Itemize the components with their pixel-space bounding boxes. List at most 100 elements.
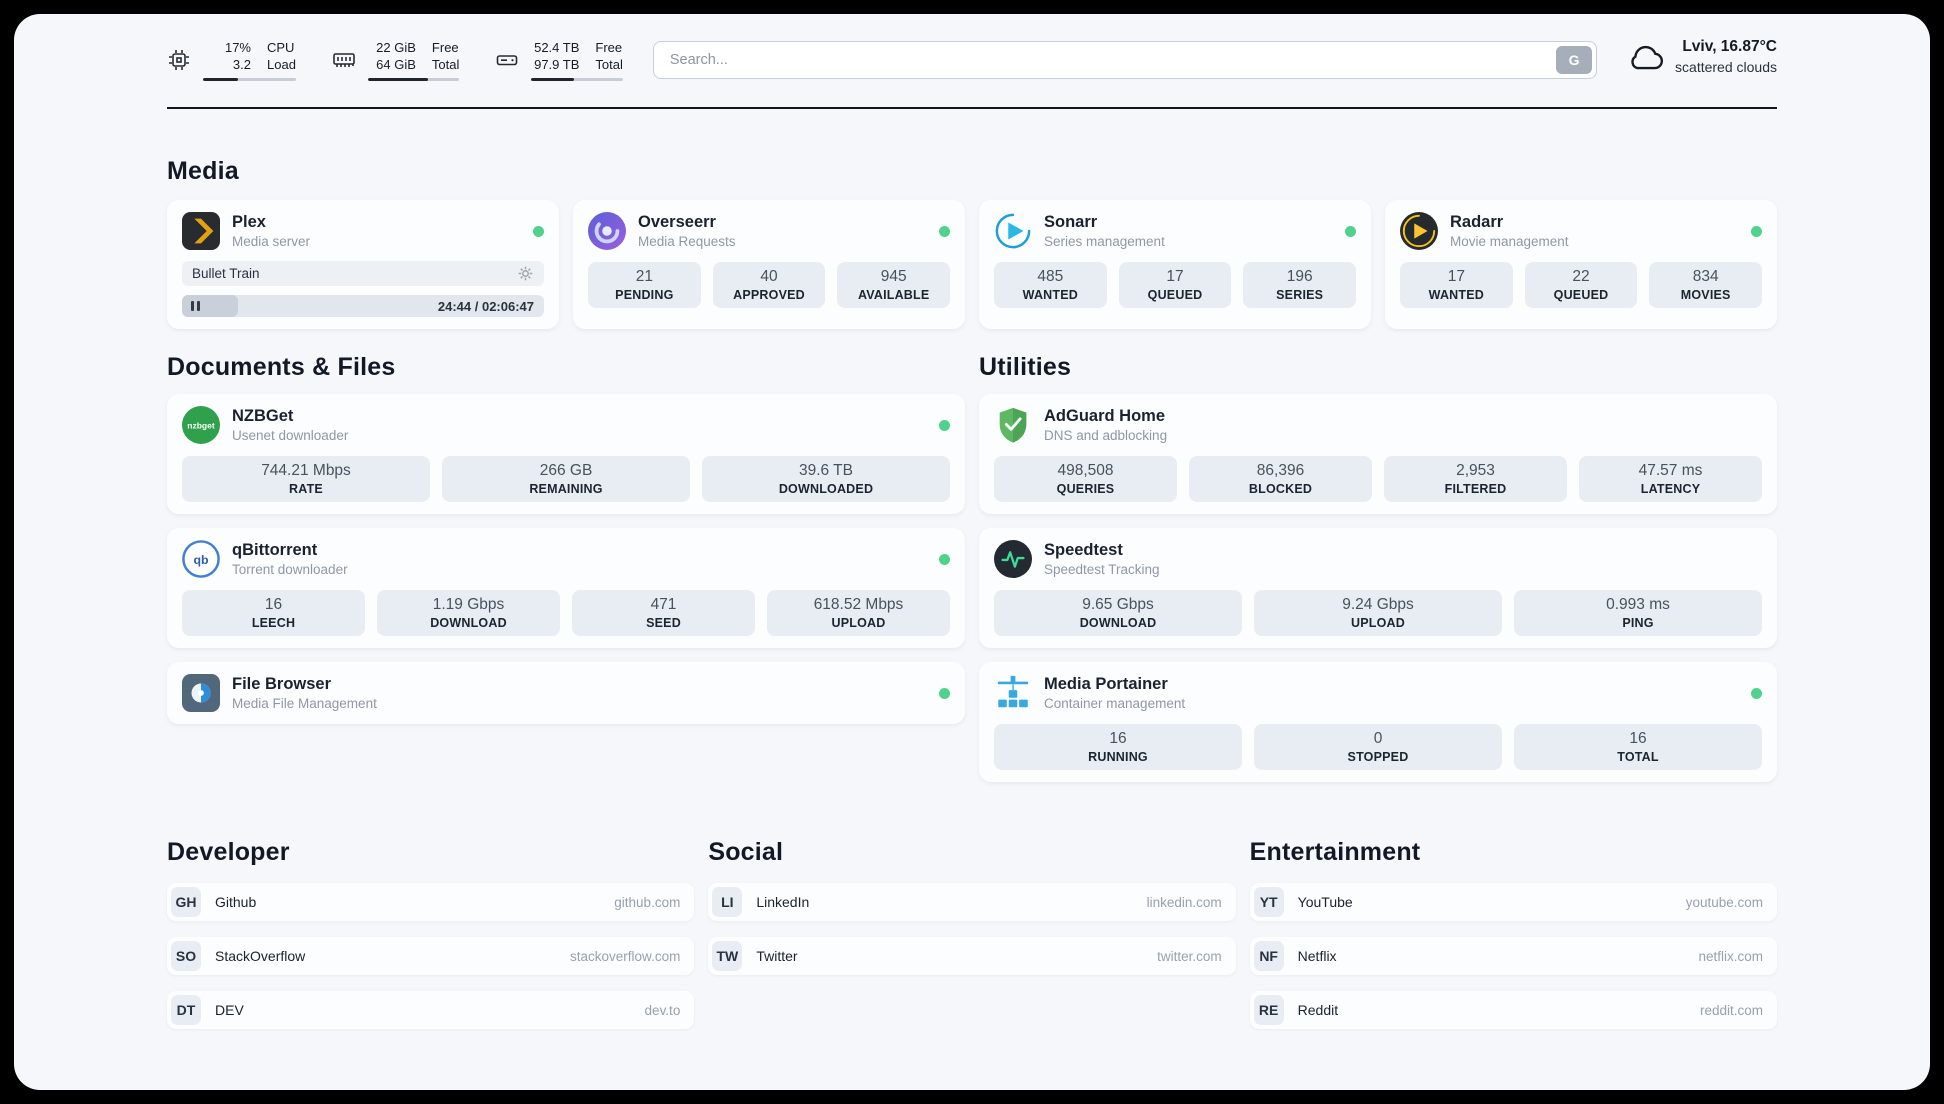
stat-value: 1.19 Gbps	[432, 596, 505, 613]
portainer-icon	[994, 674, 1032, 712]
documents-column: Documents & Files nzbget NZBGet Usenet d…	[167, 353, 965, 724]
svg-text:nzbget: nzbget	[187, 420, 215, 430]
stat-value: 834	[1692, 268, 1719, 285]
stat-box: 618.52 Mbps UPLOAD	[767, 590, 950, 636]
stat-value: 2,953	[1456, 462, 1495, 479]
stat-value: 9.65 Gbps	[1082, 596, 1154, 613]
bookmark-netflix[interactable]: NF Netflix netflix.com	[1249, 937, 1777, 975]
stat-box: 16 RUNNING	[994, 724, 1242, 770]
stat-box: 471 SEED	[572, 590, 755, 636]
service-subtitle: Media Requests	[638, 234, 736, 249]
status-online-dot	[1345, 225, 1356, 237]
stat-box: 498,508 QUERIES	[994, 456, 1177, 502]
plex-seek-bar[interactable]: 24:44 / 02:06:47	[182, 295, 544, 317]
bookmark-name: Netflix	[1297, 948, 1337, 964]
stat-value: 744.21 Mbps	[261, 462, 351, 479]
sonarr-icon	[994, 212, 1032, 250]
bookmark-domain: stackoverflow.com	[570, 948, 681, 964]
service-card-sonarr[interactable]: Sonarr Series management 485 WANTED 17 Q…	[979, 200, 1371, 329]
bookmark-abbr: LI	[712, 887, 743, 917]
bookmark-name: Twitter	[756, 948, 798, 964]
status-online-dot	[1751, 687, 1762, 699]
media-card-row: Plex Media server Bullet Train	[167, 200, 1777, 329]
stat-box: 834 MOVIES	[1649, 262, 1763, 308]
stat-value: 618.52 Mbps	[813, 596, 904, 613]
service-card-qbittorrent[interactable]: qb qBittorrent Torrent downloader 16	[167, 528, 965, 648]
status-online-dot	[1751, 225, 1762, 237]
search-provider-button[interactable]: G	[1556, 45, 1593, 74]
stat-value: 498,508	[1057, 462, 1114, 479]
bookmark-reddit[interactable]: RE Reddit reddit.com	[1249, 991, 1777, 1029]
bookmark-name: Reddit	[1297, 1002, 1339, 1018]
section-title-documents: Documents & Files	[167, 353, 396, 381]
service-card-nzbget[interactable]: nzbget NZBGet Usenet downloader 744.21 M…	[167, 394, 965, 514]
pause-button[interactable]	[182, 295, 238, 317]
social-column: Social LI LinkedIn linkedin.com TW Twitt…	[708, 838, 1236, 975]
stat-label: UPLOAD	[831, 616, 886, 630]
stat-label: APPROVED	[733, 288, 805, 302]
bookmark-domain: twitter.com	[1157, 948, 1222, 964]
stat-box: 47.57 ms LATENCY	[1579, 456, 1762, 502]
playback-time: 24:44 / 02:06:47	[437, 298, 534, 314]
service-card-adguard[interactable]: AdGuard Home DNS and adblocking 498,508 …	[979, 394, 1777, 514]
status-online-dot	[939, 225, 950, 237]
status-online-dot	[533, 225, 544, 237]
stat-label: AVAILABLE	[857, 288, 930, 302]
bookmark-abbr: GH	[171, 887, 201, 917]
service-card-filebrowser[interactable]: File Browser Media File Management	[167, 662, 965, 724]
cpu-usage-value: 17%	[224, 39, 251, 55]
service-subtitle: Movie management	[1450, 234, 1569, 249]
disk-total-label: Total	[595, 56, 623, 72]
section-title-developer: Developer	[167, 838, 290, 866]
bookmark-domain: youtube.com	[1685, 894, 1763, 910]
overseerr-icon	[588, 212, 626, 250]
service-card-radarr[interactable]: Radarr Movie management 17 WANTED 22 QUE…	[1385, 200, 1777, 329]
service-card-overseerr[interactable]: Overseerr Media Requests 21 PENDING 40 A…	[573, 200, 965, 329]
service-card-portainer[interactable]: Media Portainer Container management 16 …	[979, 662, 1777, 782]
bookmark-abbr: SO	[171, 941, 201, 971]
bookmark-domain: linkedin.com	[1146, 894, 1222, 910]
bookmark-stackoverflow[interactable]: SO StackOverflow stackoverflow.com	[167, 937, 695, 975]
stat-value: 22	[1572, 268, 1590, 285]
bookmark-youtube[interactable]: YT YouTube youtube.com	[1249, 883, 1777, 921]
section-title-media: Media	[167, 157, 239, 185]
bookmark-dev[interactable]: DT DEV dev.to	[167, 991, 695, 1029]
disk-free-label: Free	[595, 39, 623, 55]
stat-box: 39.6 TB DOWNLOADED	[702, 456, 950, 502]
bookmark-domain: netflix.com	[1698, 948, 1763, 964]
stat-label: SERIES	[1276, 288, 1324, 302]
stat-label: WANTED	[1428, 288, 1485, 302]
service-card-speedtest[interactable]: Speedtest Speedtest Tracking 9.65 Gbps D…	[979, 528, 1777, 648]
memory-total-value: 64 GiB	[376, 56, 416, 72]
service-name: Radarr	[1450, 213, 1504, 231]
top-bar: 17% 3.2 CPU Load	[167, 14, 1777, 81]
stat-box: 17 QUEUED	[1118, 262, 1232, 308]
status-online-dot	[939, 687, 950, 699]
bookmark-linkedin[interactable]: LI LinkedIn linkedin.com	[708, 883, 1236, 921]
plex-now-playing-row[interactable]: Bullet Train	[182, 261, 544, 286]
stat-value: 17	[1447, 268, 1465, 285]
service-subtitle: Speedtest Tracking	[1044, 562, 1160, 577]
stat-box: 0 STOPPED	[1254, 724, 1502, 770]
cpu-label: CPU	[267, 39, 295, 55]
stat-label: PING	[1622, 616, 1654, 630]
bookmark-twitter[interactable]: TW Twitter twitter.com	[708, 937, 1236, 975]
service-subtitle: Media File Management	[232, 696, 377, 711]
plex-icon	[182, 212, 220, 250]
bookmark-github[interactable]: GH Github github.com	[167, 883, 695, 921]
service-name: NZBGet	[232, 407, 294, 425]
gear-icon[interactable]	[517, 265, 534, 282]
service-card-plex[interactable]: Plex Media server Bullet Train	[167, 200, 559, 329]
service-subtitle: Container management	[1044, 696, 1186, 711]
weather-condition: scattered clouds	[1675, 59, 1777, 75]
stat-value: 9.24 Gbps	[1342, 596, 1414, 613]
stat-label: FILTERED	[1444, 482, 1507, 496]
memory-free-label: Free	[431, 39, 459, 55]
stat-box: 744.21 Mbps RATE	[182, 456, 430, 502]
search-input[interactable]	[652, 40, 1598, 79]
stat-value: 16	[264, 596, 283, 613]
bookmark-domain: dev.to	[644, 1002, 681, 1018]
stat-label: RATE	[289, 482, 323, 496]
stat-box: 2,953 FILTERED	[1384, 456, 1567, 502]
stat-value: 0	[1373, 730, 1383, 747]
